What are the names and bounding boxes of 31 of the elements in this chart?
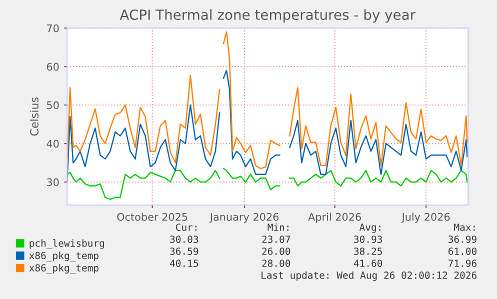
text: 41.60 bbox=[354, 260, 382, 267]
text: Avg: bbox=[359, 224, 380, 233]
chart-title: ACPI Thermal zone temperatures - by year bbox=[120, 9, 416, 23]
y-axis-title: Celsius bbox=[30, 97, 38, 136]
legend-label: pch_lewisburg bbox=[30, 239, 104, 249]
x-tick-label: October 2025 bbox=[117, 212, 188, 221]
text: 40.15 bbox=[170, 260, 198, 267]
y-tick-label: 30 bbox=[46, 178, 59, 186]
y-tick-label: 60 bbox=[46, 62, 59, 71]
text: 28.00 bbox=[262, 260, 290, 267]
text: Max: bbox=[454, 224, 475, 231]
text: 36.99 bbox=[448, 236, 476, 243]
y-tick-label: 50 bbox=[47, 101, 59, 110]
legend-label: x86_pkg_temp bbox=[29, 252, 98, 262]
x-tick-label: January 2026 bbox=[209, 212, 279, 223]
legend-label: x86_pkg_temp bbox=[29, 264, 98, 274]
x-tick-label: April 2026 bbox=[308, 212, 361, 223]
x-tick-label: July 2026 bbox=[401, 212, 450, 223]
text: 61.00 bbox=[448, 248, 476, 255]
y-tick-label: 40 bbox=[46, 140, 59, 148]
text: 30.03 bbox=[170, 236, 198, 243]
text: Min: bbox=[268, 223, 288, 231]
text: Cur: bbox=[176, 224, 196, 231]
text: 36.59 bbox=[170, 248, 198, 255]
text: 71.96 bbox=[448, 260, 476, 267]
text: 26.00 bbox=[262, 248, 290, 255]
y-tick-label: 70 bbox=[47, 24, 59, 32]
text: 23.07 bbox=[262, 236, 290, 243]
text: Last update: Wed Aug 26 02:00:12 2026 bbox=[262, 271, 476, 281]
text: 38.25 bbox=[354, 248, 382, 255]
text: 30.93 bbox=[354, 236, 382, 243]
